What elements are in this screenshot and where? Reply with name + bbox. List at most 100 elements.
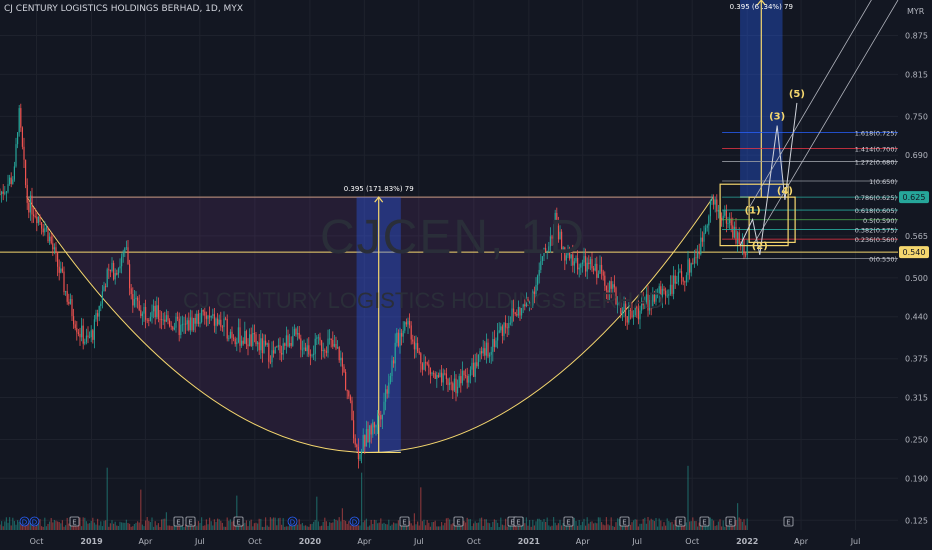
volume-bar [41,526,43,530]
candle-body [100,303,102,307]
candle-body [226,319,228,339]
volume-bar [317,521,319,530]
candle-body [695,257,697,259]
volume-bar [157,523,159,530]
candle-body [481,351,483,354]
candle-body [537,275,539,285]
volume-bar [721,526,723,530]
measure-right-arrowhead [756,0,766,6]
volume-bar [287,526,289,530]
candle-body [223,318,225,328]
volume-bar [231,521,233,530]
volume-bar [487,522,489,530]
volume-bar [129,523,131,530]
volume-bar [236,495,238,530]
candle-body [306,345,308,352]
candle-body [514,312,516,314]
volume-bar [199,522,201,530]
event-marker [453,516,464,527]
volume-bar [172,526,174,530]
volume-bar [450,524,452,530]
candle-body [229,331,231,339]
candle-body [591,259,593,269]
candle-body [594,263,596,271]
volume-bar [325,521,327,530]
candle-body [717,210,719,212]
price-axis[interactable]: 0.125 0.190 0.250 0.315 0.375 0.440 0.500 0.565… [899,32,929,526]
candle-body [669,284,671,295]
volume-bar [653,521,655,530]
candle-body [407,320,409,325]
last-price-tag [899,191,929,204]
candle-body [703,232,705,242]
volume-bar [442,525,444,530]
candle-body [722,215,724,221]
volume-bar [79,517,81,530]
volume-bar [577,525,579,530]
volume-bar [300,524,302,530]
x-tick-label: Oct [248,537,262,546]
candle-body [281,353,283,355]
last-price-label: 0.625 [903,193,926,202]
candle-body [175,316,177,328]
candle-body [471,362,473,370]
volume-bar [501,524,503,530]
volume-bar [669,522,671,530]
candle-body [549,236,551,247]
time-axis[interactable]: Oct 2019 Apr Jul Oct 2020 Apr Jul Oct 2021 Apr Jul O… [30,537,861,546]
candle-body [641,301,643,311]
candle-body [73,316,75,325]
candle-body [133,299,135,306]
volume-bar [479,518,481,530]
candle-body [577,257,579,270]
volume-bar [469,519,471,530]
candle-body [97,313,99,317]
y-tick-label: 0.750 [905,112,928,121]
candle-body [191,317,193,331]
candle-body [652,294,654,306]
candle-body [501,326,503,336]
wave-label: (1) [745,205,761,216]
candle-body [618,302,620,304]
candle-body [625,303,627,317]
volume-bar [135,522,137,530]
candle-body [37,216,39,224]
candle-body [716,199,718,212]
candle-body [506,327,508,329]
volume-bar [197,521,199,530]
volume-bar [252,526,254,530]
volume-bar [650,518,652,530]
event-marker-label: D [352,519,357,527]
candle-body [489,354,491,357]
volume-bar [508,523,510,530]
candle-body [687,259,689,276]
y-tick-label: 0.565 [905,232,928,241]
candle-body [425,362,427,364]
volume-bar [245,520,247,530]
candle-body [130,288,132,295]
volume-bar [277,518,279,530]
volume-bar [375,520,377,530]
volume-bar [410,523,412,530]
volume-bar [610,517,612,530]
volume-bar [543,518,545,530]
volume-bar [249,520,251,530]
candle-body [500,326,502,331]
volume-bar [722,520,724,530]
candle-body [180,324,182,336]
volume-bar [426,520,428,530]
candle-body [220,319,222,327]
candle-body [300,338,302,350]
volume-bar [364,520,366,530]
volume-bar [181,523,183,530]
candle-body [465,375,467,377]
candle-body [263,340,265,354]
volume-bar [693,521,695,530]
volume-bar [385,523,387,530]
volume-bar [12,517,14,530]
measure-tools: 0.395 (171.83%) 79 0.395 (6 .34%) 79 [344,0,793,454]
fib-label: 0(0.530) [869,256,897,264]
candle-body [581,262,583,265]
volume-bar [618,518,620,530]
